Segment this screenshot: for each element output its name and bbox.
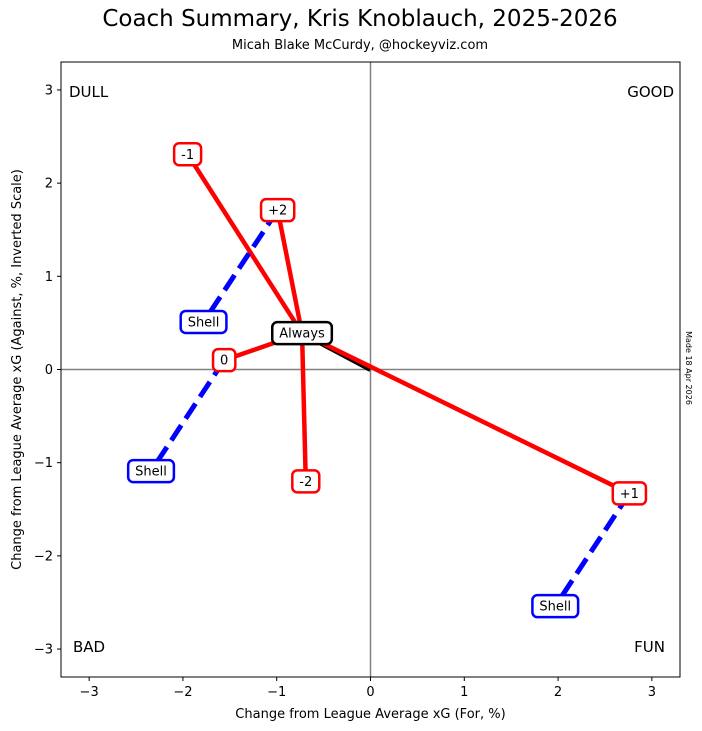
shell-plus2-line [201,208,280,324]
x-tick-label: 1 [460,685,468,700]
minus2-label: -2 [291,469,321,494]
x-tick-label: −2 [173,685,192,700]
minus2-label-text: -2 [299,475,312,490]
shell-zero-line [148,358,227,473]
always-label: Always [270,320,334,346]
plus1-label-box [611,481,648,506]
zero-label-box [211,347,237,373]
shell-plus2-label-box [179,309,228,335]
shell-zero-label-box [126,458,176,484]
plus2-label-text: +2 [268,204,287,219]
shell-zero-label-text: Shell [135,465,167,480]
y-tick-label: 1 [45,270,53,285]
y-axis-label: Change from League Average xG (Against, … [10,169,25,570]
chart-title: Coach Summary, Kris Knoblauch, 2025-2026 [102,6,618,32]
x-tick-label: 3 [648,685,656,700]
plus2-label-box [259,197,296,223]
zero-label: 0 [211,347,237,373]
minus1-label-box [172,142,203,167]
plus2-label: +2 [259,197,296,223]
x-axis-label: Change from League Average xG (For, %) [235,707,505,722]
y-tick-label: −3 [34,643,53,658]
shell-plus1-label: Shell [531,593,580,619]
corner-label-top-right: GOOD [627,83,674,101]
y-tick-label: 0 [45,363,53,378]
y-tick-label: −2 [34,549,53,564]
shell-zero-label: Shell [126,458,176,484]
score-line-minus1 [185,153,304,335]
y-tick-label: −1 [34,456,53,471]
corner-label-top-left: DULL [69,83,109,101]
y-tick-label: 2 [45,177,53,192]
always-label-box [270,320,334,346]
made-on-note: Made 18 Apr 2026 [684,331,693,405]
score-line-minus2 [299,333,309,482]
minus1-label: -1 [172,142,203,167]
x-tick-label: 0 [366,685,374,700]
score-line-plus2 [275,209,305,334]
shell-plus1-label-text: Shell [539,600,571,615]
shell-plus2-label-text: Shell [188,315,220,330]
chart-subtitle: Micah Blake McCurdy, @hockeyviz.com [231,38,489,53]
x-tick-label: 2 [554,685,562,700]
plus1-label: +1 [611,481,648,506]
x-tick-label: −3 [80,685,99,700]
shell-plus2-label: Shell [179,309,228,335]
always-label-text: Always [279,327,325,342]
x-tick-label: −1 [267,685,286,700]
corner-label-bottom-left: BAD [73,638,105,656]
corner-label-bottom-right: FUN [634,638,665,656]
plus1-label-text: +1 [620,487,639,502]
minus2-label-box [291,469,321,494]
y-tick-label: 3 [45,83,53,98]
shell-plus1-label-box [531,593,580,619]
shell-plus1-line [553,492,632,608]
zero-label-text: 0 [220,354,228,369]
minus1-label-text: -1 [181,148,194,163]
score-line-plus1 [301,331,631,496]
